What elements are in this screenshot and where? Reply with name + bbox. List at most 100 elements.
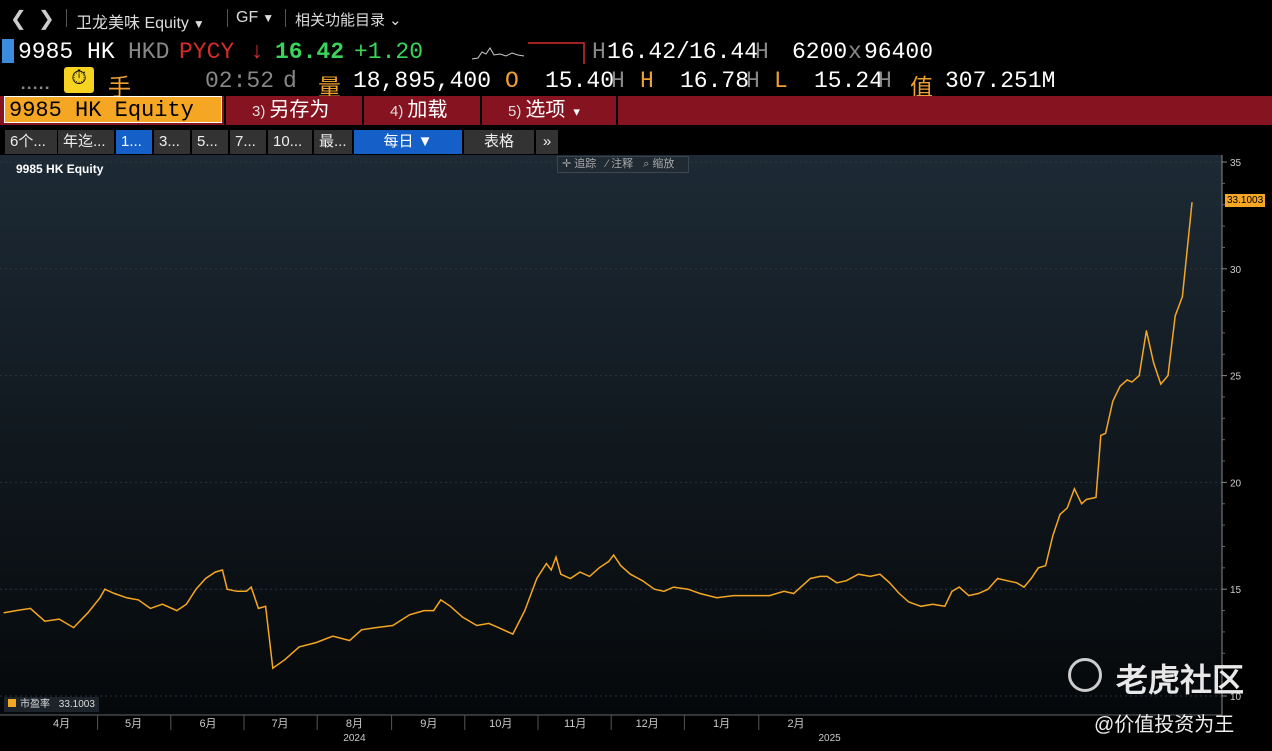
divider — [616, 96, 618, 125]
save-as-button[interactable]: 3) 另存为 — [252, 96, 329, 124]
data-point — [716, 597, 718, 599]
data-point — [349, 639, 351, 642]
data-point — [221, 569, 223, 571]
data-point — [1073, 488, 1075, 490]
tab-6m[interactable]: 6个... — [5, 130, 57, 154]
ask-size: 96400 — [864, 39, 934, 65]
data-point — [236, 590, 238, 592]
x-tick-label: 11月 — [564, 718, 586, 730]
save-as-label: 另存为 — [269, 99, 330, 121]
data-point — [826, 575, 828, 577]
data-point — [461, 616, 463, 618]
data-point — [1085, 498, 1087, 501]
more-tabs-button[interactable]: » — [536, 130, 558, 154]
x-tick-label: 4月 — [53, 718, 70, 730]
data-point — [1131, 381, 1133, 383]
data-point — [195, 588, 197, 590]
data-point — [315, 642, 317, 644]
price-separator: / — [676, 39, 690, 65]
zoom-tool-button[interactable]: ⌕ 缩放 — [643, 158, 675, 170]
data-point — [433, 610, 435, 612]
tab-5y[interactable]: 5... — [192, 130, 228, 154]
gauge-icon[interactable]: ⏱ — [64, 67, 94, 93]
data-point — [73, 627, 75, 629]
quote-time: 02:52 — [205, 68, 275, 94]
data-point — [176, 610, 178, 612]
data-point — [205, 577, 207, 580]
legend-swatch — [8, 699, 16, 707]
tab-ytd[interactable]: 年迄... — [58, 130, 114, 154]
data-point — [113, 592, 115, 595]
data-point — [125, 597, 127, 599]
data-point — [932, 603, 934, 605]
load-button[interactable]: 4) 加载 — [390, 96, 447, 124]
data-point — [809, 577, 812, 580]
tab-3y[interactable]: 3... — [154, 130, 190, 154]
annotate-tool-button[interactable]: ⁄ 注释 — [606, 158, 634, 170]
menu-bar: 9985 HK Equity 3) 另存为 4) 加载 5) 选项 ▾ — [0, 96, 1272, 125]
value-label: 值 — [910, 76, 933, 102]
data-point — [1030, 577, 1032, 580]
y-tick-label: 15 — [1230, 585, 1242, 596]
data-point — [1081, 503, 1083, 505]
divider — [66, 9, 67, 27]
data-point — [545, 563, 548, 565]
high-h-suffix: H — [746, 68, 760, 94]
options-button[interactable]: 5) 选项 ▾ — [508, 96, 580, 124]
tab-max[interactable]: 最... — [314, 130, 352, 154]
data-point — [579, 571, 581, 573]
data-point — [214, 571, 216, 573]
x-year-label: 2024 — [343, 733, 366, 744]
data-point — [687, 588, 689, 590]
data-point — [284, 659, 286, 661]
data-point — [332, 635, 334, 637]
caret-down-icon: ▼ — [262, 11, 275, 25]
function-selector[interactable]: GF ▼ — [236, 9, 274, 27]
open-label: O — [505, 68, 519, 94]
back-icon[interactable]: ❮ — [10, 8, 27, 30]
data-point — [1100, 434, 1102, 436]
data-point — [569, 577, 572, 580]
lots-label: 手 — [108, 76, 131, 102]
volume-value: 18,895,400 — [353, 68, 492, 94]
track-tool-button[interactable]: ✛ 追踪 — [562, 158, 597, 170]
x-axis: 4月 5月 6月 7月 8月 9月 10月 11月 12月 1月 2月 2024 2025 — [0, 714, 1222, 744]
open-h-suffix: H — [611, 68, 625, 94]
data-point — [265, 605, 267, 607]
ticker-field[interactable]: 9985 HK Equity — [4, 96, 222, 123]
data-point — [987, 588, 989, 590]
data-point — [512, 633, 514, 635]
data-point — [598, 567, 600, 569]
chart-legend[interactable]: 市盈率 33.1003 — [4, 697, 99, 712]
open-value: 15.40 — [545, 68, 615, 94]
data-point — [550, 569, 552, 571]
data-point — [977, 592, 980, 595]
tab-10y[interactable]: 10... — [268, 130, 312, 154]
data-point — [423, 610, 425, 612]
tab-1y[interactable]: 1... — [116, 130, 152, 154]
last-value-label: 33.1003 — [1225, 194, 1266, 207]
double-chevron-down-icon: ⌄ — [389, 12, 402, 29]
data-point — [104, 588, 106, 590]
ticker: 9985 HK — [18, 39, 115, 65]
x-tick-label: 9月 — [420, 718, 437, 730]
down-arrow-icon: ↓ — [250, 39, 264, 65]
watermark-brand: 老虎社区 — [1116, 662, 1245, 698]
security-selector[interactable]: 卫龙美味 Equity ▼ — [76, 9, 205, 33]
x-tick-label: 12月 — [636, 718, 659, 730]
data-point — [793, 592, 795, 595]
currency: HKD — [128, 39, 170, 65]
frequency-dropdown[interactable]: 每日 ▼ — [354, 130, 462, 154]
bid-h-suffix: H — [592, 39, 606, 65]
data-point — [137, 599, 139, 601]
data-point — [44, 620, 46, 622]
forward-icon[interactable]: ❯ — [38, 8, 55, 30]
related-menu[interactable]: 相关功能目录 ⌄ — [295, 9, 402, 30]
x-tick-label: 10月 — [489, 718, 512, 730]
data-point — [1160, 383, 1162, 385]
x-tick-label: 5月 — [125, 718, 142, 730]
data-point — [819, 575, 821, 577]
table-button[interactable]: 表格 — [464, 130, 534, 154]
tab-7y[interactable]: 7... — [230, 130, 266, 154]
